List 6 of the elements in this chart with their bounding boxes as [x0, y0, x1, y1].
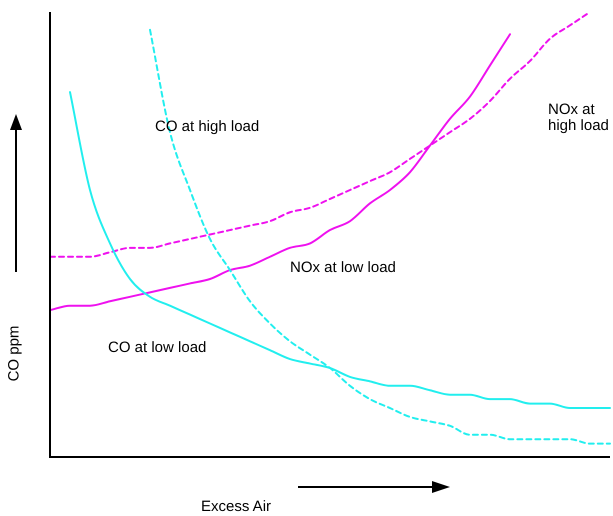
- series-label: CO at low load: [108, 339, 206, 356]
- y-axis-title: CO ppm: [5, 326, 22, 382]
- x-axis-title: Excess Air: [201, 498, 272, 515]
- series-label: NOx at low load: [290, 259, 396, 276]
- series-label: CO at high load: [155, 118, 260, 136]
- text: NOx at high load: [548, 101, 609, 134]
